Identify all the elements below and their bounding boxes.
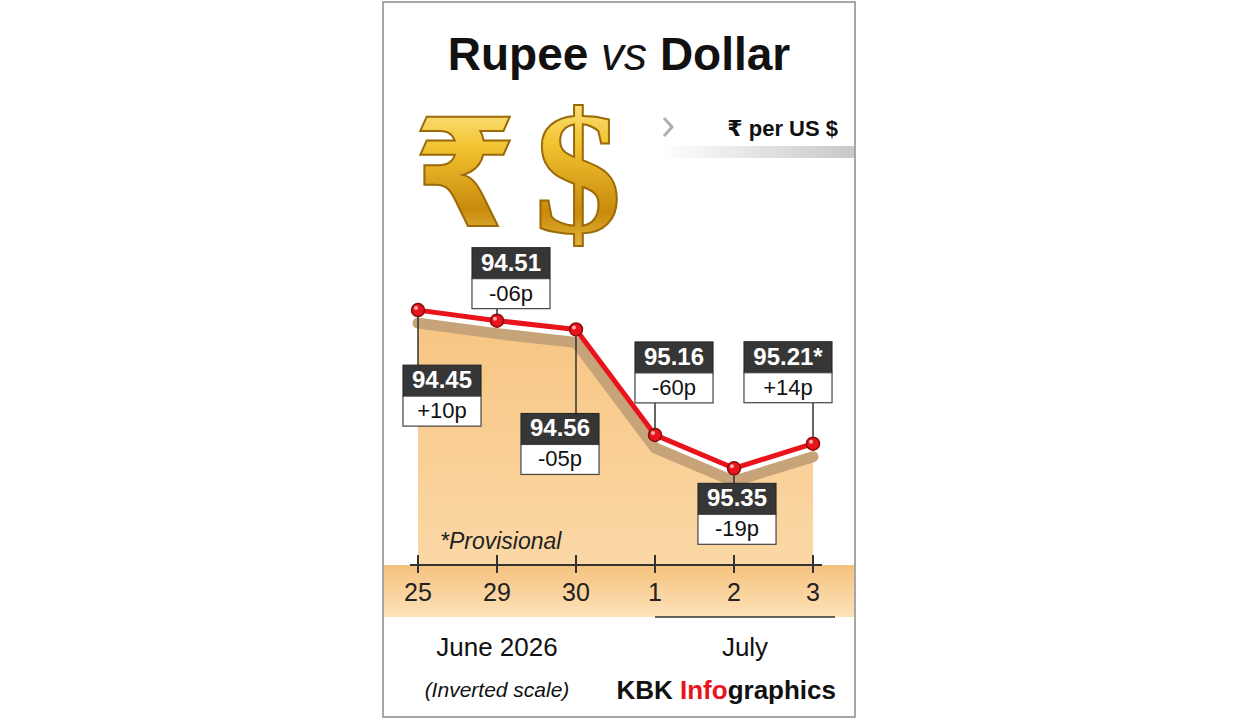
group-label: July (722, 632, 768, 662)
change-label: -05p (538, 446, 582, 471)
value-label: 95.16 (644, 343, 704, 370)
data-label: 94.51 -06p (481, 249, 541, 306)
x-tick-label: 30 (562, 578, 590, 606)
leader (417, 316, 419, 365)
unit-band (660, 146, 854, 158)
value-label: 94.45 (412, 366, 472, 393)
x-tick-label: 3 (806, 578, 820, 606)
change-box (521, 444, 599, 474)
rupee-icon: ₹ (413, 87, 517, 261)
point (491, 314, 504, 327)
point (728, 462, 741, 475)
point-highlight (493, 317, 497, 321)
title: Rupee vs Dollar (448, 28, 791, 80)
point-highlight (572, 325, 576, 329)
x-tick (654, 555, 656, 573)
point-highlight (809, 440, 813, 444)
x-tick-label: 29 (483, 578, 511, 606)
title-word: vs (588, 28, 647, 80)
change-box (698, 514, 776, 544)
x-tick-label: 2 (727, 578, 741, 606)
point (412, 304, 425, 317)
point (570, 323, 583, 336)
change-box (472, 279, 550, 309)
leader (654, 403, 656, 429)
leader (812, 403, 814, 438)
change-box (744, 373, 832, 403)
change-box (635, 373, 713, 403)
x-tick (733, 555, 735, 573)
x-axis (410, 564, 822, 566)
x-tick (575, 555, 577, 573)
chart: Rupee vs Dollar ₹$ ₹ per US $ 25 29 30 1 2 3 June… (0, 0, 1240, 720)
group-rule (655, 616, 835, 618)
value-label: 94.51 (481, 249, 541, 276)
note: *Provisional (440, 528, 562, 554)
value-label: 95.35 (707, 484, 767, 511)
point (649, 428, 662, 441)
data-label: 95.16 -60p (644, 343, 704, 400)
value-box (635, 342, 713, 373)
value-box (744, 342, 832, 373)
credit-part: graphics (728, 675, 836, 705)
data-label: 94.45 +10p (412, 366, 472, 423)
value-box (698, 483, 776, 514)
title-word: Rupee (448, 28, 589, 80)
change-label: -19p (715, 516, 759, 541)
credit-part: Info (680, 675, 728, 705)
chevron (664, 118, 672, 136)
x-tick-label: 1 (648, 578, 662, 606)
leader (733, 474, 735, 483)
value-box (403, 365, 481, 396)
data-label: 95.35 -19p (707, 484, 767, 541)
x-tick-label: 25 (404, 578, 432, 606)
group-label: June 2026 (436, 632, 557, 662)
value-label: 95.21* (753, 343, 823, 370)
x-tick (417, 555, 419, 573)
x-tick (496, 555, 498, 573)
scale-note: (Inverted scale) (425, 678, 570, 701)
point-highlight (414, 306, 418, 310)
data-label: 94.56 -05p (530, 414, 590, 471)
leader (575, 335, 577, 413)
change-label: -06p (489, 281, 533, 306)
credit-part: KBK (616, 675, 680, 705)
change-label: +14p (763, 375, 813, 400)
point-highlight (651, 431, 655, 435)
data-label: 95.21* +14p (753, 343, 823, 400)
change-label: +10p (417, 398, 467, 423)
change-label: -60p (652, 375, 696, 400)
value-label: 94.56 (530, 414, 590, 441)
leader (496, 309, 498, 315)
axis-band (384, 565, 854, 617)
change-box (403, 396, 481, 426)
value-box (521, 413, 599, 444)
dollar-icon: $ (534, 76, 622, 270)
title-word: Dollar (647, 28, 790, 80)
value-box (472, 248, 550, 279)
x-tick (812, 555, 814, 573)
unit-label: ₹ per US $ (727, 116, 838, 141)
credit: KBK Infographics (616, 675, 836, 705)
point-highlight (730, 464, 734, 468)
point (807, 437, 820, 450)
card (383, 2, 855, 717)
